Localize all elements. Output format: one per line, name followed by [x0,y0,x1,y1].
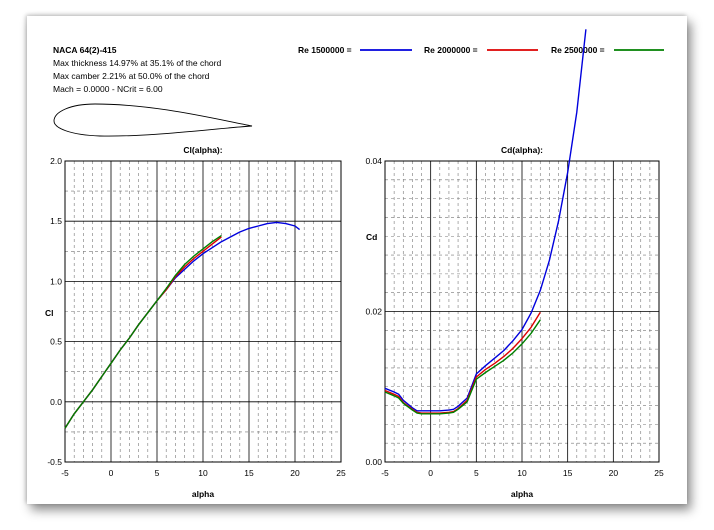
cl-y-tick-label: -0.5 [47,457,62,467]
cd-series-re-2000000 [384,311,541,414]
cd-plot-frame [384,160,660,463]
cl-x-tick-label: 20 [290,468,300,478]
cd-x-tick-label: 25 [654,468,664,478]
cd-x-axis-label: alpha [511,489,533,499]
cl-series-re-2500000 [64,235,222,429]
cd-y-axis-label: Cd [366,232,377,242]
legend-label-re2500000: Re 2500000 = [551,45,605,55]
legend-label-re1500000: Re 1500000 = [298,45,352,55]
cl-x-tick-label: 0 [109,468,114,478]
cl-y-tick-label: 1.0 [50,276,62,286]
legend: Re 1500000 = Re 2000000 = Re 2500000 = [298,45,664,55]
cd-x-tick-label: 5 [474,468,479,478]
airfoil-shape [53,103,253,137]
cl-series-re-2000000 [64,236,222,429]
cl-alpha-chart: -5 0 5 10 15 20 25 -0.5 0.0 0.5 1.0 1.5 2.0 Cl(alpha)… [45,145,346,499]
cl-x-tick-label: 15 [244,468,254,478]
cd-x-tick-label: 15 [563,468,573,478]
cl-chart-title: Cl(alpha): [183,145,222,155]
cl-y-axis-label: Cl [45,308,54,318]
cd-y-tick-label: 0.00 [365,457,382,467]
cl-y-tick-label: 0.5 [50,337,62,347]
cl-plot-frame [64,160,342,463]
cd-chart-title: Cd(alpha): [501,145,543,155]
cd-x-tick-label: -5 [381,468,389,478]
cd-alpha-chart: -5 0 5 10 15 20 25 0.00 0.02 0.04 Cd(alpha): alpha C… [365,29,664,499]
cl-x-tick-label: -5 [61,468,69,478]
cl-series-re-1500000 [64,221,301,429]
cd-series-re-2500000 [384,319,541,415]
cd-series-re-1500000 [384,29,587,412]
cl-x-tick-label: 5 [155,468,160,478]
cl-y-tick-label: 1.5 [50,216,62,226]
cd-x-tick-label: 0 [428,468,433,478]
cl-x-tick-label: 25 [336,468,346,478]
cd-y-tick-label: 0.02 [365,307,382,317]
conditions-info: Mach = 0.0000 - NCrit = 6.00 [53,84,163,94]
cd-y-tick-label: 0.04 [365,156,382,166]
cd-x-tick-label: 20 [609,468,619,478]
cl-y-tick-label: 0.0 [50,397,62,407]
airfoil-name: NACA 64(2)-415 [53,45,117,55]
camber-info: Max camber 2.21% at 50.0% of the chord [53,71,210,81]
thickness-info: Max thickness 14.97% at 35.1% of the cho… [53,58,222,68]
legend-label-re2000000: Re 2000000 = [424,45,478,55]
cl-x-axis-label: alpha [192,489,214,499]
cl-y-tick-label: 2.0 [50,156,62,166]
cl-x-tick-label: 10 [198,468,208,478]
cd-x-tick-label: 10 [517,468,527,478]
